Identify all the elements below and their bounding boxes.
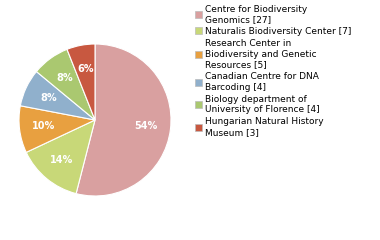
Text: 8%: 8% bbox=[40, 93, 57, 103]
Wedge shape bbox=[26, 120, 95, 194]
Wedge shape bbox=[19, 106, 95, 152]
Wedge shape bbox=[36, 49, 95, 120]
Text: 54%: 54% bbox=[135, 121, 158, 132]
Wedge shape bbox=[21, 72, 95, 120]
Text: 14%: 14% bbox=[51, 155, 74, 165]
Legend: Centre for Biodiversity
Genomics [27], Naturalis Biodiversity Center [7], Resear: Centre for Biodiversity Genomics [27], N… bbox=[195, 5, 352, 137]
Text: 8%: 8% bbox=[56, 73, 73, 83]
Wedge shape bbox=[67, 44, 95, 120]
Wedge shape bbox=[76, 44, 171, 196]
Text: 10%: 10% bbox=[32, 121, 55, 132]
Text: 6%: 6% bbox=[77, 64, 93, 74]
